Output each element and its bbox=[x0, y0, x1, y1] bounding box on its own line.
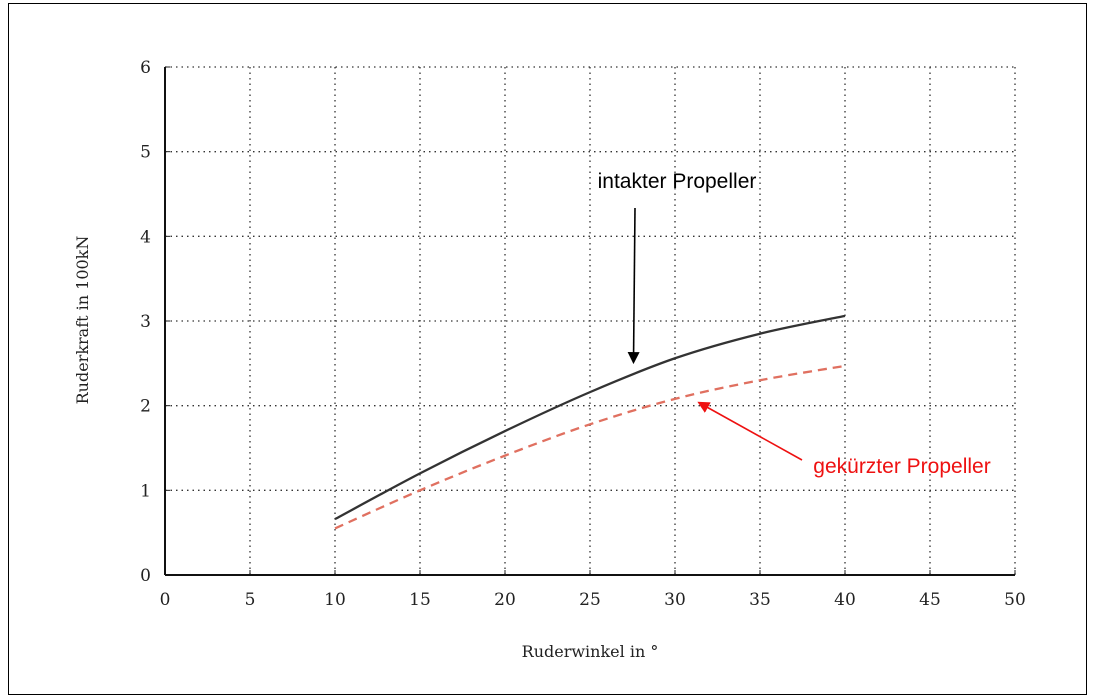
series-line-0 bbox=[334, 314, 846, 521]
x-tick-label: 10 bbox=[324, 590, 346, 610]
x-tick-label: 45 bbox=[919, 590, 941, 610]
y-tick-label: 2 bbox=[140, 397, 151, 417]
annotation-arrow-gekuerzt bbox=[697, 401, 803, 461]
x-tick-label: 50 bbox=[1004, 590, 1026, 610]
series-line-1 bbox=[334, 364, 846, 530]
annotation-gekuerzt: gekürzter Propeller bbox=[813, 455, 990, 478]
y-tick-label: 6 bbox=[140, 58, 151, 78]
grid bbox=[165, 66, 1016, 575]
y-tick-label: 5 bbox=[140, 143, 151, 163]
x-axis-label: Ruderwinkel in ° bbox=[522, 642, 659, 661]
x-tick-label: 25 bbox=[579, 590, 601, 610]
x-tick-label: 15 bbox=[409, 590, 431, 610]
x-tick-label: 35 bbox=[749, 590, 771, 610]
figure-frame bbox=[8, 3, 1087, 695]
annotation-arrow-intakter bbox=[627, 207, 640, 365]
y-tick-labels: 0 1 2 3 4 5 6 bbox=[140, 58, 151, 586]
y-axis-label: Ruderkraft in 100kN bbox=[73, 236, 92, 405]
y-tick-label: 3 bbox=[140, 312, 151, 332]
x-tick-label: 40 bbox=[834, 590, 856, 610]
x-tick-label: 20 bbox=[494, 590, 516, 610]
x-tick-label: 5 bbox=[245, 590, 256, 610]
x-tick-label: 0 bbox=[160, 590, 171, 610]
x-tick-label: 30 bbox=[664, 590, 686, 610]
annotation-intakter: intakter Propeller bbox=[598, 170, 757, 193]
y-tick-label: 0 bbox=[140, 566, 151, 586]
axes bbox=[164, 66, 1016, 576]
y-tick-label: 4 bbox=[140, 227, 151, 247]
y-tick-label: 1 bbox=[140, 481, 151, 501]
x-tick-labels: 0 5 10 15 20 25 30 35 40 45 50 bbox=[160, 590, 1026, 610]
series-lines bbox=[334, 314, 846, 530]
annotations: intakter Propeller gekürzter Propeller bbox=[598, 170, 991, 478]
